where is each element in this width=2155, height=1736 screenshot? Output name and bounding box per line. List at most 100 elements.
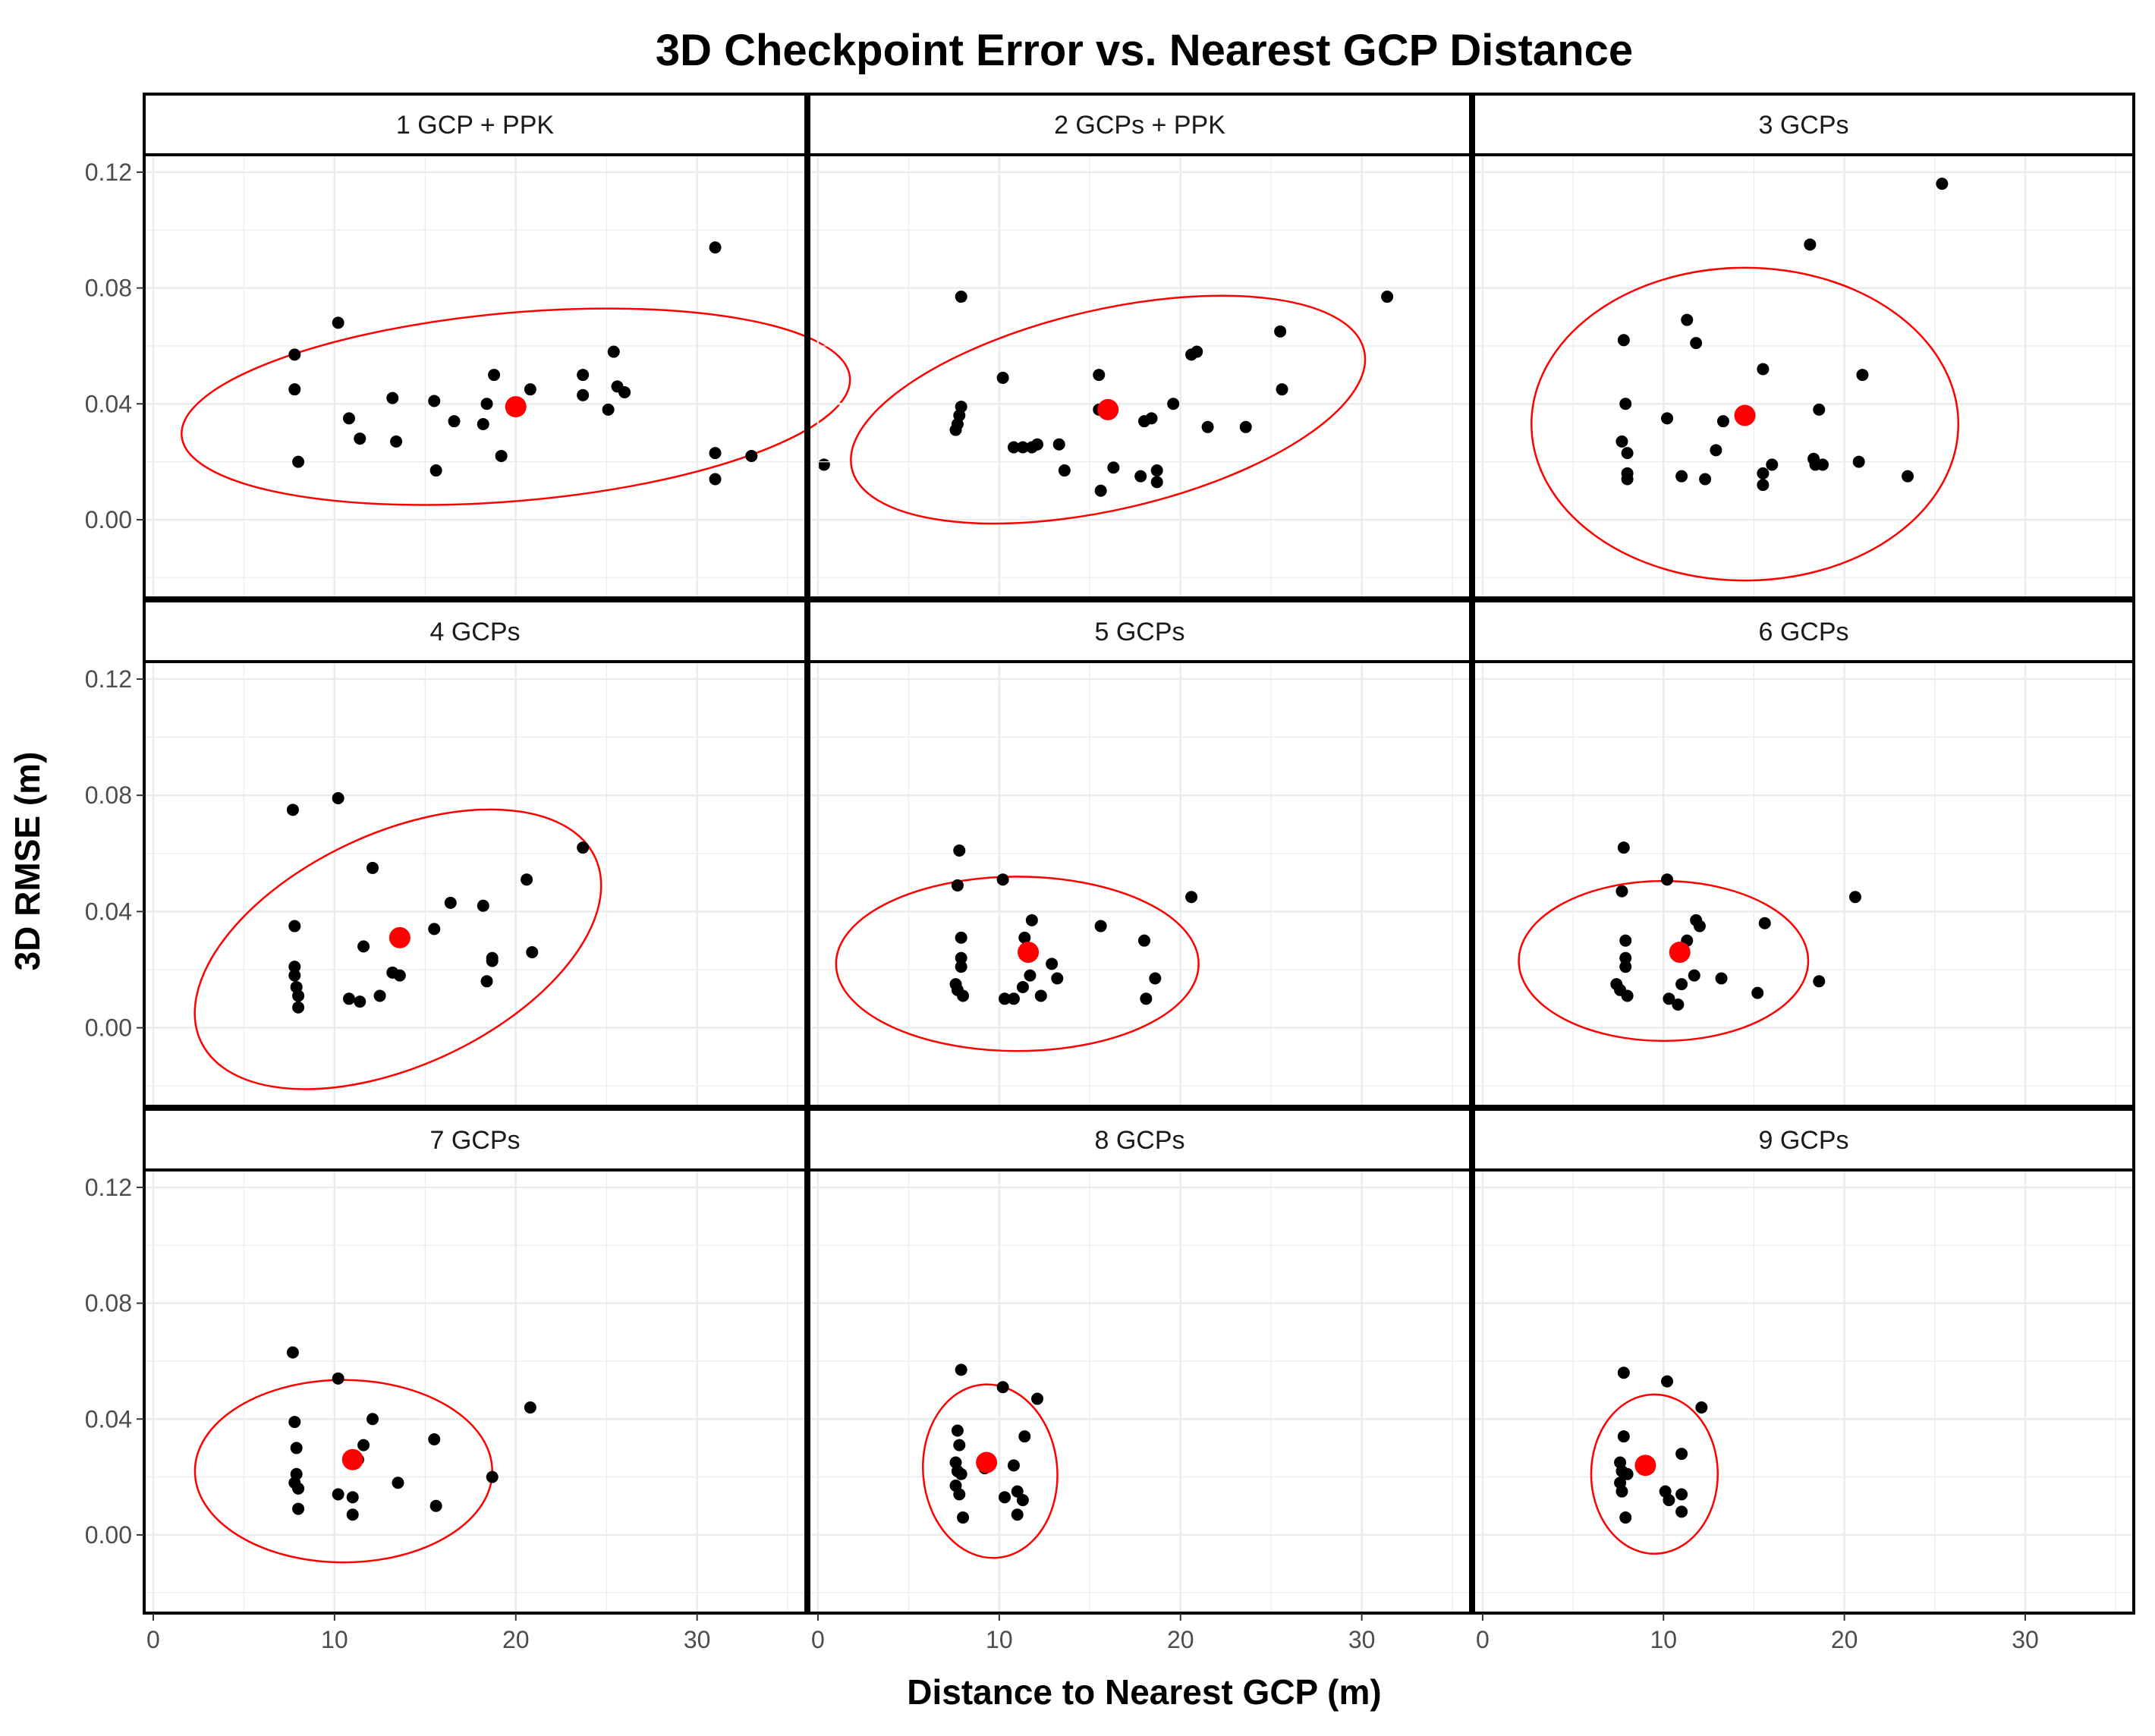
- x-tick-label: 10: [986, 1626, 1013, 1653]
- data-point: [999, 992, 1011, 1005]
- panel: 3 GCPs: [1472, 93, 2135, 599]
- data-point: [1758, 917, 1771, 929]
- panel: 8 GCPs: [807, 1108, 1472, 1615]
- facet-label: 7 GCPs: [429, 1126, 520, 1155]
- y-tick-label: 0.04: [85, 898, 132, 925]
- data-point: [1274, 325, 1287, 338]
- confidence-ellipse: [1590, 1393, 1719, 1555]
- data-point: [1690, 337, 1703, 350]
- y-tick-label: 0.00: [85, 1521, 132, 1549]
- data-point: [1675, 470, 1688, 483]
- data-point: [999, 1491, 1011, 1504]
- data-point: [354, 432, 367, 445]
- data-point: [1617, 334, 1630, 347]
- centroid-point: [389, 926, 411, 948]
- data-point: [1817, 458, 1829, 471]
- data-point: [1902, 470, 1914, 483]
- data-point: [955, 401, 967, 414]
- data-point: [1046, 958, 1059, 970]
- x-tick-label: 0: [811, 1626, 825, 1653]
- data-point: [286, 1346, 299, 1359]
- data-point: [1672, 998, 1685, 1011]
- panel: 4 GCPs: [143, 599, 807, 1108]
- data-point: [346, 1508, 359, 1521]
- data-point: [1094, 484, 1107, 497]
- panel: 5 GCPs: [807, 599, 1472, 1108]
- facet-label: 1 GCP + PPK: [396, 111, 555, 140]
- data-point: [1016, 980, 1029, 993]
- data-point: [477, 899, 489, 912]
- confidence-ellipse: [835, 876, 1200, 1052]
- data-point: [996, 371, 1009, 384]
- data-point: [1715, 972, 1728, 985]
- data-point: [618, 385, 631, 398]
- facet-label: 3 GCPs: [1758, 111, 1848, 140]
- data-point: [1093, 369, 1106, 382]
- data-point: [429, 464, 442, 477]
- y-tick-label: 0.12: [85, 665, 132, 693]
- gridlines: [144, 662, 806, 1106]
- panel-border: [143, 660, 807, 1108]
- data-point: [1661, 1375, 1674, 1388]
- data-point: [1619, 1511, 1632, 1524]
- data-point: [1716, 415, 1729, 428]
- data-point: [1619, 934, 1632, 947]
- data-point: [1621, 473, 1634, 486]
- data-point: [602, 403, 615, 416]
- data-point: [1018, 931, 1031, 944]
- data-point: [1615, 435, 1628, 448]
- data-point: [288, 969, 301, 982]
- data-point: [1757, 479, 1770, 492]
- facet-strip: [807, 1108, 1472, 1171]
- gridlines: [809, 662, 1471, 1106]
- data-point: [709, 447, 722, 460]
- data-point: [480, 975, 493, 988]
- data-point: [953, 844, 966, 857]
- data-point: [1852, 455, 1865, 468]
- centroid-point: [1097, 398, 1119, 420]
- data-point: [953, 1439, 966, 1451]
- panel-border: [807, 1168, 1472, 1615]
- data-point: [1617, 841, 1630, 854]
- data-point: [1617, 1430, 1630, 1443]
- data-point: [1031, 438, 1044, 451]
- data-point: [709, 473, 722, 486]
- data-point: [1239, 420, 1252, 433]
- x-axis-title: Distance to Nearest GCP (m): [907, 1672, 1381, 1712]
- panel: 6 GCPs: [1472, 599, 2135, 1108]
- data-point: [1661, 412, 1674, 425]
- data-point: [1150, 476, 1163, 489]
- data-point: [357, 1439, 370, 1451]
- data-point: [1848, 891, 1861, 904]
- x-tick-label: 20: [1167, 1626, 1194, 1653]
- data-point: [1813, 403, 1826, 416]
- data-point: [292, 1001, 305, 1014]
- data-point: [1621, 989, 1634, 1002]
- data-point: [428, 923, 441, 936]
- data-point: [480, 398, 493, 410]
- data-point: [1024, 969, 1037, 982]
- x-tick-label: 0: [1476, 1626, 1490, 1653]
- data-point: [955, 1467, 967, 1480]
- y-tick-label: 0.12: [85, 159, 132, 186]
- data-point: [1619, 951, 1632, 964]
- facet-strip: [1472, 599, 2135, 663]
- y-tick-label: 0.12: [85, 1174, 132, 1201]
- data-point: [817, 458, 830, 471]
- gridlines: [144, 1170, 806, 1613]
- data-point: [709, 241, 722, 254]
- confidence-ellipse: [850, 294, 1367, 525]
- data-point: [1051, 972, 1064, 985]
- x-tick-label: 30: [684, 1626, 711, 1653]
- panel-border: [807, 153, 1472, 599]
- data-point: [1663, 1494, 1675, 1507]
- data-point: [526, 946, 539, 959]
- data-point: [392, 1477, 404, 1489]
- data-point: [1693, 920, 1706, 932]
- data-point: [745, 449, 758, 462]
- facet-label: 4 GCPs: [429, 618, 520, 646]
- data-point: [1137, 934, 1150, 947]
- data-point: [951, 879, 964, 892]
